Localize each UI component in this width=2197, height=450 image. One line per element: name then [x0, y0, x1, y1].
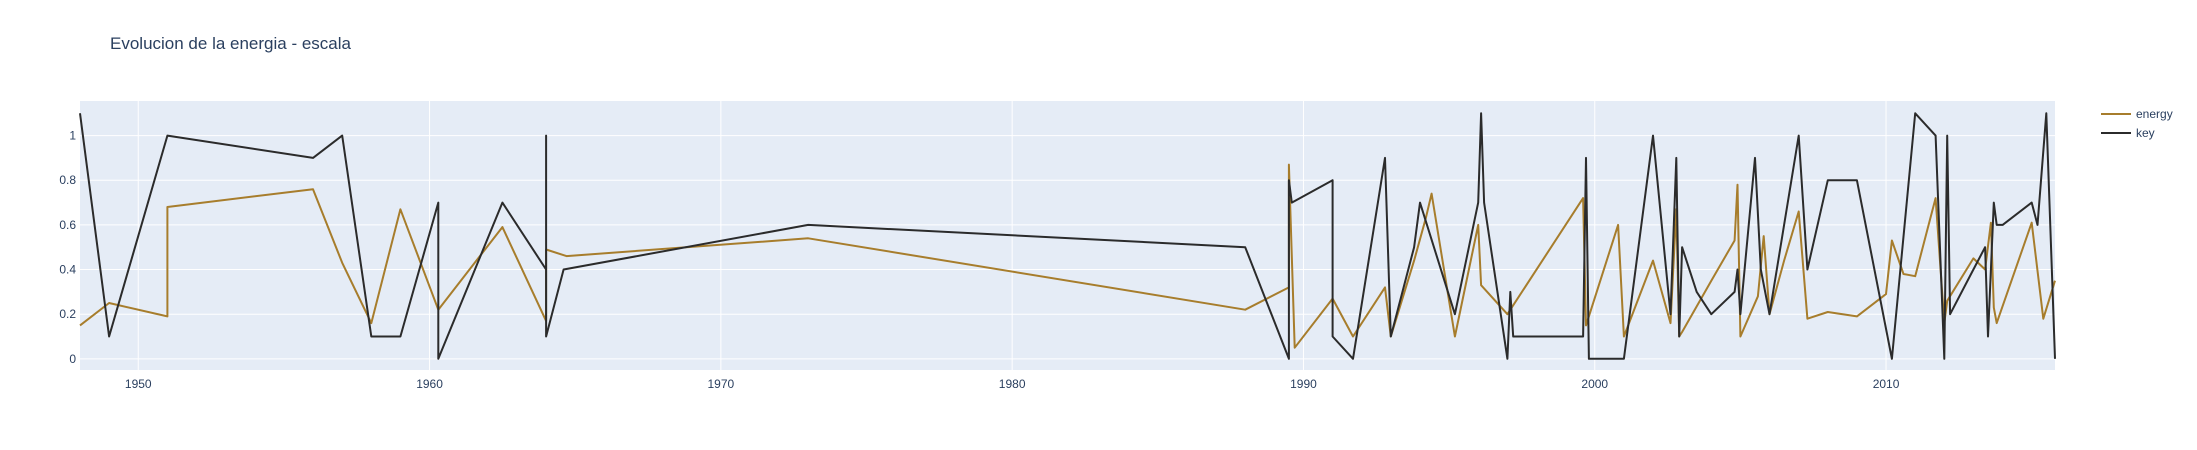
x-tick-label: 1980: [999, 377, 1026, 391]
x-tick-label: 1970: [708, 377, 735, 391]
series-lines: [79, 112, 2056, 360]
legend-label: energy: [2136, 107, 2173, 121]
y-tick-label: 1: [69, 129, 76, 143]
x-tick-label: 2000: [1581, 377, 1608, 391]
y-axis-ticks: 0 0.2 0.4 0.6 0.8 1: [59, 129, 76, 366]
legend-item-key[interactable]: key: [2101, 126, 2155, 140]
y-tick-label: 0: [69, 352, 76, 366]
legend-item-energy[interactable]: energy: [2101, 107, 2173, 121]
plot-area: [80, 101, 2055, 370]
x-tick-label: 1990: [1290, 377, 1317, 391]
y-tick-label: 0.8: [59, 173, 76, 187]
y-tick-label: 0.4: [59, 263, 76, 277]
y-tick-label: 0.6: [59, 218, 76, 232]
x-axis-ticks: 1950 1960 1970 1980 1990 2000 2010: [125, 377, 1900, 391]
x-tick-label: 2010: [1873, 377, 1900, 391]
y-tick-label: 0.2: [59, 307, 76, 321]
legend-label: key: [2136, 126, 2155, 140]
chart-title: Evolucion de la energia - escala: [110, 34, 352, 53]
x-tick-label: 1950: [125, 377, 152, 391]
series-line-key: [79, 112, 2056, 360]
x-tick-label: 1960: [416, 377, 443, 391]
grid: [80, 101, 2055, 370]
legend[interactable]: energy key: [2101, 107, 2173, 140]
